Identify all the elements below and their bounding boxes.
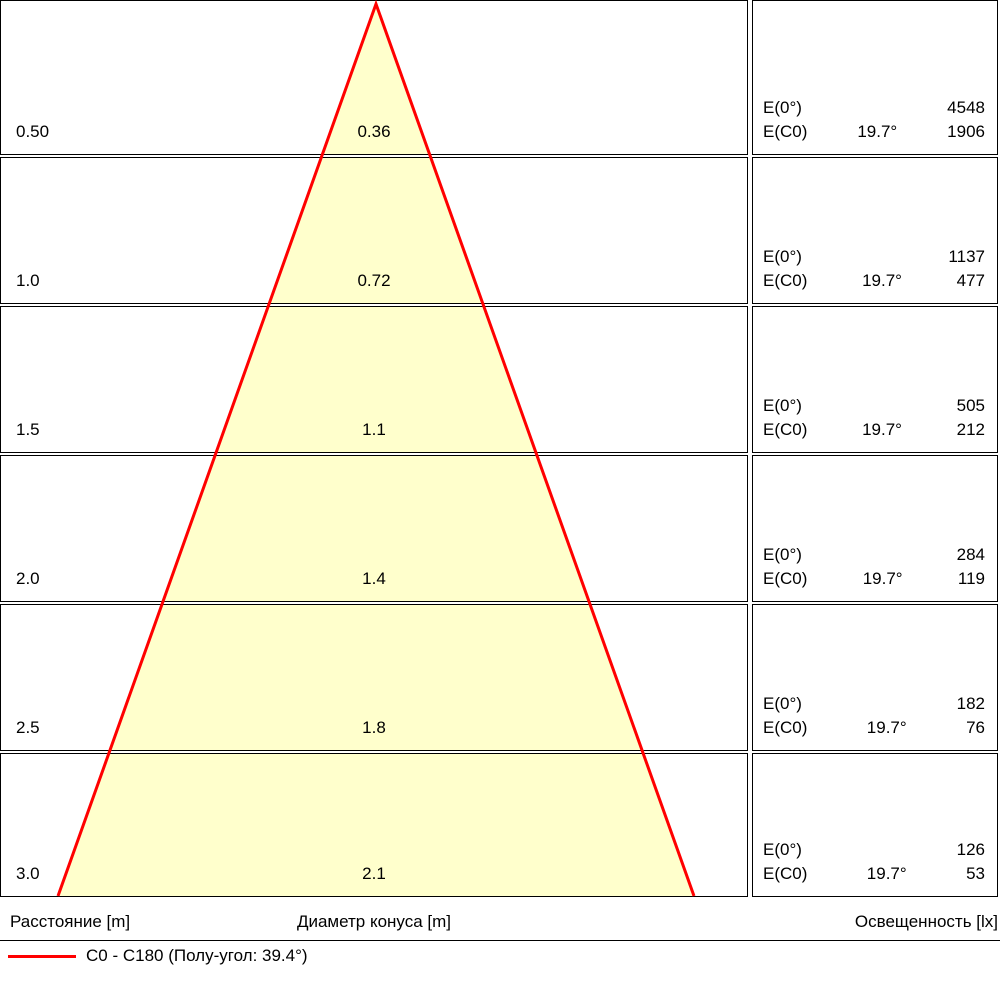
cone-diameter-label: 1.8 — [362, 718, 386, 737]
ec0-value: 53 — [966, 864, 985, 883]
illuminance-cell — [752, 604, 998, 751]
ec0-value: 477 — [956, 271, 985, 290]
illuminance-block: E(0°) 126 E(C0) 19.7° 53 — [752, 838, 998, 886]
illuminance-block: E(0°) 284 E(C0) 19.7° 119 — [752, 543, 998, 591]
cone-fill — [58, 4, 694, 896]
illuminance-block: E(0°) 4548 E(C0) 19.7° 1906 — [752, 96, 998, 144]
e0-label: E(0°) — [763, 545, 802, 564]
ec0-label: E(C0) — [763, 420, 808, 439]
cone-diameter-label: 1.1 — [362, 420, 386, 439]
e0-label: E(0°) — [763, 840, 802, 859]
e0-value: 1137 — [948, 247, 985, 266]
illuminance-block: E(0°) 182 E(C0) 19.7° 76 — [752, 692, 998, 740]
distance-label: 2.0 — [16, 569, 40, 588]
legend-line-swatch — [8, 955, 76, 958]
distance-label: 1.5 — [16, 420, 40, 439]
beam-angle-value: 19.7° — [866, 718, 907, 737]
legend-label: C0 - C180 (Полу-угол: 39.4°) — [86, 946, 308, 965]
cone-diameter-label: 1.4 — [362, 569, 386, 588]
ec0-label: E(C0) — [763, 864, 808, 883]
illuminance-cell — [752, 306, 998, 453]
e0-value: 284 — [956, 545, 985, 564]
illuminance-cell — [752, 157, 998, 304]
distance-label: 3.0 — [16, 864, 40, 883]
e0-label: E(0°) — [763, 396, 802, 415]
ec0-label: E(C0) — [763, 122, 808, 141]
illuminance-block: E(0°) 505 E(C0) 19.7° 212 — [752, 394, 998, 442]
cone-edge-line — [56, 0, 696, 897]
distance-label: 1.0 — [16, 271, 40, 290]
ec0-value: 1906 — [947, 122, 985, 141]
ec0-value: 212 — [956, 420, 985, 439]
distance-label: 0.50 — [16, 122, 50, 141]
axis-label-illuminance: Освещенность [lx] — [854, 912, 998, 931]
e0-label: E(0°) — [763, 247, 802, 266]
beam-angle-value: 19.7° — [862, 271, 902, 290]
distance-label: 2.5 — [16, 718, 40, 737]
axis-label-distance: Расстояние [m] — [10, 912, 131, 931]
beam-angle-value: 19.7° — [862, 420, 902, 439]
e0-value: 182 — [956, 694, 985, 713]
beam-cone-chart — [0, 0, 748, 897]
beam-angle-value: 19.7° — [857, 122, 898, 141]
illuminance-cell — [752, 455, 998, 602]
beam-angle-value: 19.7° — [862, 569, 903, 588]
ec0-value: 76 — [966, 718, 985, 737]
e0-label: E(0°) — [763, 694, 802, 713]
e0-label: E(0°) — [763, 98, 802, 117]
cone-diameter-label: 0.72 — [357, 271, 391, 290]
cone-diameter-label: 2.1 — [362, 864, 386, 883]
beam-angle-value: 19.7° — [866, 864, 907, 883]
e0-value: 126 — [956, 840, 985, 859]
illuminance-block: E(0°) 1137 E(C0) 19.7° 477 — [752, 245, 998, 293]
illuminance-cell — [752, 753, 998, 897]
ec0-label: E(C0) — [763, 569, 808, 588]
axis-label-diameter: Диаметр конуса [m] — [296, 912, 452, 931]
ec0-label: E(C0) — [763, 271, 808, 290]
cone-diameter-label: 0.36 — [357, 122, 391, 141]
e0-value: 4548 — [947, 98, 985, 117]
ec0-value: 119 — [957, 569, 985, 588]
illuminance-cell — [752, 0, 998, 155]
ec0-label: E(C0) — [763, 718, 808, 737]
divider-line — [0, 940, 1000, 941]
e0-value: 505 — [956, 396, 985, 415]
